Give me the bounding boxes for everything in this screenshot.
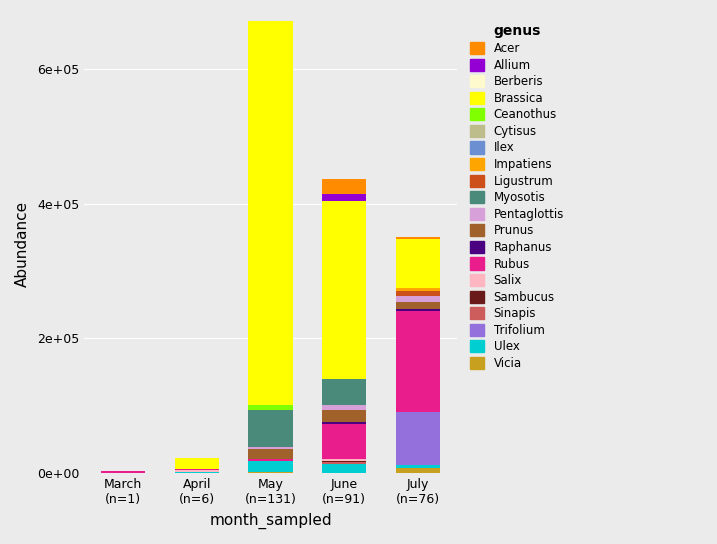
Bar [396,302,440,308]
Bar [248,472,293,473]
Bar [322,410,366,423]
Bar [248,447,293,449]
Bar [248,461,293,472]
Bar [396,239,440,288]
Bar [322,180,366,194]
Y-axis label: Abundance: Abundance [15,201,30,287]
Bar [322,459,366,461]
Bar [396,288,440,291]
Bar [101,471,146,473]
Bar [175,471,219,472]
Bar [248,449,293,459]
Bar [322,423,366,424]
Bar [248,405,293,410]
Bar [396,465,440,468]
Bar [396,291,440,296]
Bar [396,308,440,311]
Bar [322,424,366,459]
X-axis label: month_sampled: month_sampled [209,513,332,529]
Bar [322,462,366,463]
Bar [322,194,366,201]
Bar [396,237,440,239]
Bar [175,458,219,469]
Legend: Acer, Allium, Berberis, Brassica, Ceanothus, Cytisus, Ilex, Impatiens, Ligustrum: Acer, Allium, Berberis, Brassica, Ceanot… [467,21,568,374]
Bar [396,311,440,412]
Bar [322,201,366,379]
Bar [396,296,440,302]
Bar [248,21,293,405]
Bar [322,463,366,473]
Bar [322,405,366,410]
Bar [396,412,440,465]
Bar [322,461,366,462]
Bar [248,410,293,447]
Bar [175,469,219,471]
Bar [248,459,293,461]
Bar [175,472,219,473]
Bar [322,379,366,405]
Bar [396,468,440,473]
